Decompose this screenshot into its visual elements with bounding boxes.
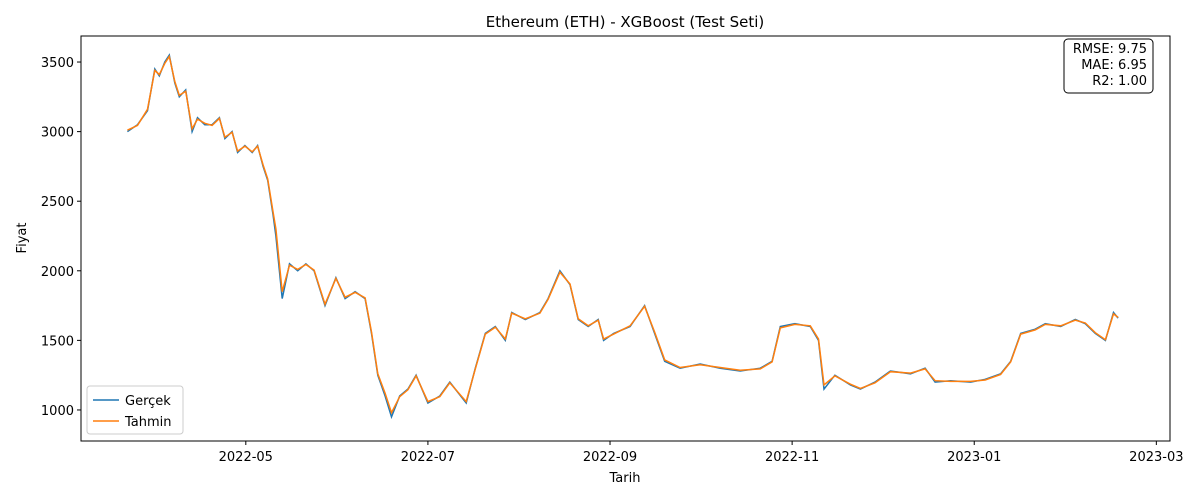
annotation-text: R2: 1.00 xyxy=(1092,74,1147,89)
legend-label: Tahmin xyxy=(124,415,172,430)
annotation-text: RMSE: 9.75 xyxy=(1073,42,1147,57)
y-tick-label: 3500 xyxy=(41,56,74,71)
y-tick-label: 2500 xyxy=(41,195,74,210)
legend-box xyxy=(86,385,184,435)
annotation-text: MAE: 6.95 xyxy=(1081,58,1147,73)
y-axis-label: Fiyat xyxy=(15,223,30,254)
y-tick-label: 3000 xyxy=(41,126,74,141)
x-tick-label: 2023-01 xyxy=(947,450,1001,465)
chart-title: Ethereum (ETH) - XGBoost (Test Seti) xyxy=(486,13,764,31)
x-axis-label: Tarih xyxy=(609,471,641,486)
series-line xyxy=(127,54,1119,415)
x-tick-label: 2022-11 xyxy=(765,450,819,465)
x-tick-label: 2023-03 xyxy=(1129,450,1183,465)
x-tick-label: 2022-09 xyxy=(583,450,637,465)
y-tick-label: 2000 xyxy=(41,265,74,280)
plot-frame xyxy=(80,35,1171,442)
y-tick-label: 1000 xyxy=(41,404,74,419)
x-tick-label: 2022-07 xyxy=(401,450,455,465)
annotation-box xyxy=(1063,38,1154,94)
x-tick-label: 2022-05 xyxy=(219,450,273,465)
y-tick-label: 1500 xyxy=(41,334,74,349)
legend-label: Gerçek xyxy=(125,394,171,409)
